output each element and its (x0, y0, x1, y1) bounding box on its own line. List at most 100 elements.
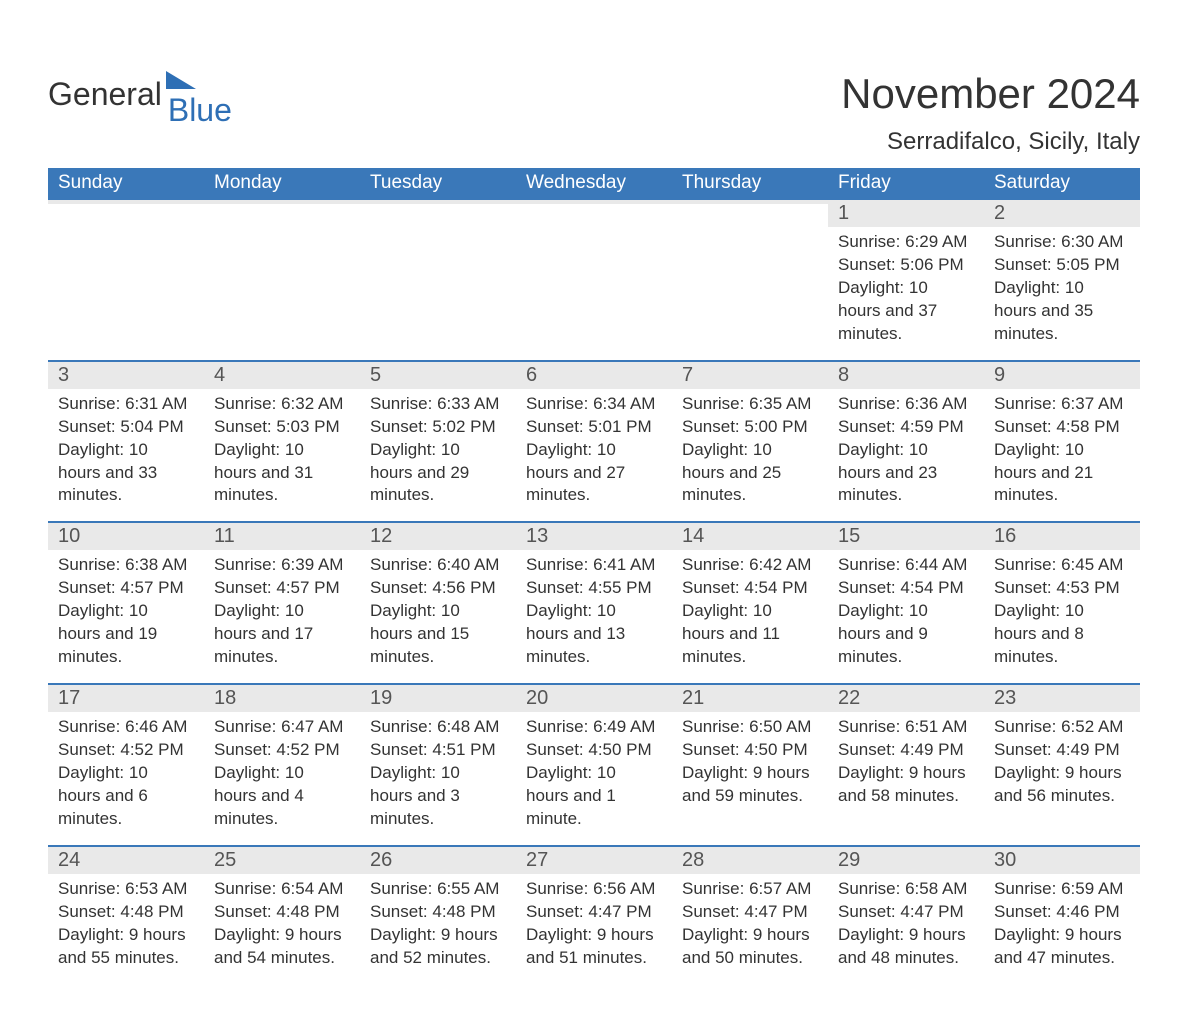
sunrise-text: Sunrise: 6:47 AM (214, 716, 350, 739)
day-details: Sunrise: 6:32 AMSunset: 5:03 PMDaylight:… (204, 389, 360, 508)
header: General Blue November 2024 Serradifalco,… (48, 20, 1140, 156)
day-number: 7 (682, 364, 693, 386)
day-number-bar (204, 200, 360, 204)
day-details: Sunrise: 6:56 AMSunset: 4:47 PMDaylight:… (516, 874, 672, 970)
sunrise-text: Sunrise: 6:39 AM (214, 554, 350, 577)
sunrise-text: Sunrise: 6:44 AM (838, 554, 974, 577)
day-number: 6 (526, 364, 537, 386)
daylight-text: Daylight: 10 hours and 23 minutes. (838, 439, 974, 508)
day-number-bar: 21 (672, 685, 828, 712)
daylight-text: Daylight: 10 hours and 29 minutes. (370, 439, 506, 508)
day-number: 14 (682, 525, 704, 547)
day-details: Sunrise: 6:40 AMSunset: 4:56 PMDaylight:… (360, 550, 516, 669)
sunrise-text: Sunrise: 6:55 AM (370, 878, 506, 901)
calendar: SundayMondayTuesdayWednesdayThursdayFrid… (48, 168, 1140, 978)
calendar-day: 1 Sunrise: 6:29 AMSunset: 5:06 PMDaylight… (828, 200, 984, 354)
day-details: Sunrise: 6:31 AMSunset: 5:04 PMDaylight:… (48, 389, 204, 508)
day-number-bar: 25 (204, 847, 360, 874)
day-details: Sunrise: 6:55 AMSunset: 4:48 PMDaylight:… (360, 874, 516, 970)
calendar-day: 10Sunrise: 6:38 AMSunset: 4:57 PMDayligh… (48, 523, 204, 677)
sunrise-text: Sunrise: 6:29 AM (838, 231, 974, 254)
daylight-text: Daylight: 10 hours and 3 minutes. (370, 762, 506, 831)
weekday-header-row: SundayMondayTuesdayWednesdayThursdayFrid… (48, 168, 1140, 200)
sunset-text: Sunset: 5:06 PM (838, 254, 974, 277)
day-number: 1 (838, 202, 849, 224)
calendar-week: 17Sunrise: 6:46 AMSunset: 4:52 PMDayligh… (48, 683, 1140, 839)
calendar-day: 4Sunrise: 6:32 AMSunset: 5:03 PMDaylight… (204, 362, 360, 516)
sunrise-text: Sunrise: 6:42 AM (682, 554, 818, 577)
day-details: Sunrise: 6:45 AMSunset: 4:53 PMDaylight:… (984, 550, 1140, 669)
daylight-text: Daylight: 9 hours and 58 minutes. (838, 762, 974, 808)
sunset-text: Sunset: 4:57 PM (214, 577, 350, 600)
calendar-day: 3Sunrise: 6:31 AMSunset: 5:04 PMDaylight… (48, 362, 204, 516)
calendar-day-empty (48, 200, 204, 354)
sunset-text: Sunset: 4:46 PM (994, 901, 1130, 924)
sunset-text: Sunset: 4:59 PM (838, 416, 974, 439)
sunrise-text: Sunrise: 6:50 AM (682, 716, 818, 739)
day-number-bar: 8 (828, 362, 984, 389)
calendar-day: 28Sunrise: 6:57 AMSunset: 4:47 PMDayligh… (672, 847, 828, 978)
day-details: Sunrise: 6:34 AMSunset: 5:01 PMDaylight:… (516, 389, 672, 508)
day-number-bar: 5 (360, 362, 516, 389)
title-block: November 2024 Serradifalco, Sicily, Ital… (841, 20, 1140, 156)
calendar-day: 30Sunrise: 6:59 AMSunset: 4:46 PMDayligh… (984, 847, 1140, 978)
sunset-text: Sunset: 4:56 PM (370, 577, 506, 600)
calendar-day: 26 Sunrise: 6:55 AMSunset: 4:48 PMDayligh… (360, 847, 516, 978)
day-details: Sunrise: 6:42 AMSunset: 4:54 PMDaylight:… (672, 550, 828, 669)
brand-part1: General (48, 76, 162, 113)
daylight-text: Daylight: 9 hours and 55 minutes. (58, 924, 194, 970)
daylight-text: Daylight: 10 hours and 33 minutes. (58, 439, 194, 508)
day-number-bar: 30 (984, 847, 1140, 874)
daylight-text: Daylight: 9 hours and 48 minutes. (838, 924, 974, 970)
sunset-text: Sunset: 4:47 PM (838, 901, 974, 924)
daylight-text: Daylight: 9 hours and 54 minutes. (214, 924, 350, 970)
sunrise-text: Sunrise: 6:59 AM (994, 878, 1130, 901)
daylight-text: Daylight: 10 hours and 27 minutes. (526, 439, 662, 508)
day-number-bar: 14 (672, 523, 828, 550)
day-number: 25 (214, 849, 236, 871)
day-number: 5 (370, 364, 381, 386)
location: Serradifalco, Sicily, Italy (841, 128, 1140, 156)
day-number: 22 (838, 687, 860, 709)
sunset-text: Sunset: 5:04 PM (58, 416, 194, 439)
day-number-bar: 1 (828, 200, 984, 227)
day-number: 11 (214, 525, 235, 547)
calendar-day: 23Sunrise: 6:52 AMSunset: 4:49 PMDayligh… (984, 685, 1140, 839)
sunrise-text: Sunrise: 6:48 AM (370, 716, 506, 739)
daylight-text: Daylight: 10 hours and 11 minutes. (682, 600, 818, 669)
weekday-header: Thursday (672, 168, 828, 200)
sunrise-text: Sunrise: 6:51 AM (838, 716, 974, 739)
day-details: Sunrise: 6:44 AMSunset: 4:54 PMDaylight:… (828, 550, 984, 669)
day-details: Sunrise: 6:53 AMSunset: 4:48 PMDaylight:… (48, 874, 204, 970)
day-details: Sunrise: 6:54 AMSunset: 4:48 PMDaylight:… (204, 874, 360, 970)
day-details: Sunrise: 6:41 AMSunset: 4:55 PMDaylight:… (516, 550, 672, 669)
sunrise-text: Sunrise: 6:30 AM (994, 231, 1130, 254)
daylight-text: Daylight: 10 hours and 35 minutes. (994, 277, 1130, 346)
sunrise-text: Sunrise: 6:45 AM (994, 554, 1130, 577)
day-details: Sunrise: 6:58 AMSunset: 4:47 PMDaylight:… (828, 874, 984, 970)
sunset-text: Sunset: 4:55 PM (526, 577, 662, 600)
day-details: Sunrise: 6:47 AMSunset: 4:52 PMDaylight:… (204, 712, 360, 831)
day-number: 15 (838, 525, 860, 547)
sunrise-text: Sunrise: 6:32 AM (214, 393, 350, 416)
sunset-text: Sunset: 4:53 PM (994, 577, 1130, 600)
sunrise-text: Sunrise: 6:49 AM (526, 716, 662, 739)
day-details: Sunrise: 6:29 AMSunset: 5:06 PMDaylight:… (828, 227, 984, 346)
day-number: 17 (58, 687, 80, 709)
weekday-header: Wednesday (516, 168, 672, 200)
day-number-bar: 7 (672, 362, 828, 389)
day-number: 27 (526, 849, 548, 871)
daylight-text: Daylight: 10 hours and 17 minutes. (214, 600, 350, 669)
day-number-bar: 26 (360, 847, 516, 874)
calendar-day: 8Sunrise: 6:36 AMSunset: 4:59 PMDaylight… (828, 362, 984, 516)
day-details: Sunrise: 6:51 AMSunset: 4:49 PMDaylight:… (828, 712, 984, 808)
day-number: 9 (994, 364, 1005, 386)
daylight-text: Daylight: 10 hours and 15 minutes. (370, 600, 506, 669)
sunset-text: Sunset: 5:01 PM (526, 416, 662, 439)
sunrise-text: Sunrise: 6:31 AM (58, 393, 194, 416)
day-number: 26 (370, 849, 392, 871)
day-number-bar: 11 (204, 523, 360, 550)
day-number-bar: 10 (48, 523, 204, 550)
daylight-text: Daylight: 10 hours and 9 minutes. (838, 600, 974, 669)
sunset-text: Sunset: 4:47 PM (526, 901, 662, 924)
